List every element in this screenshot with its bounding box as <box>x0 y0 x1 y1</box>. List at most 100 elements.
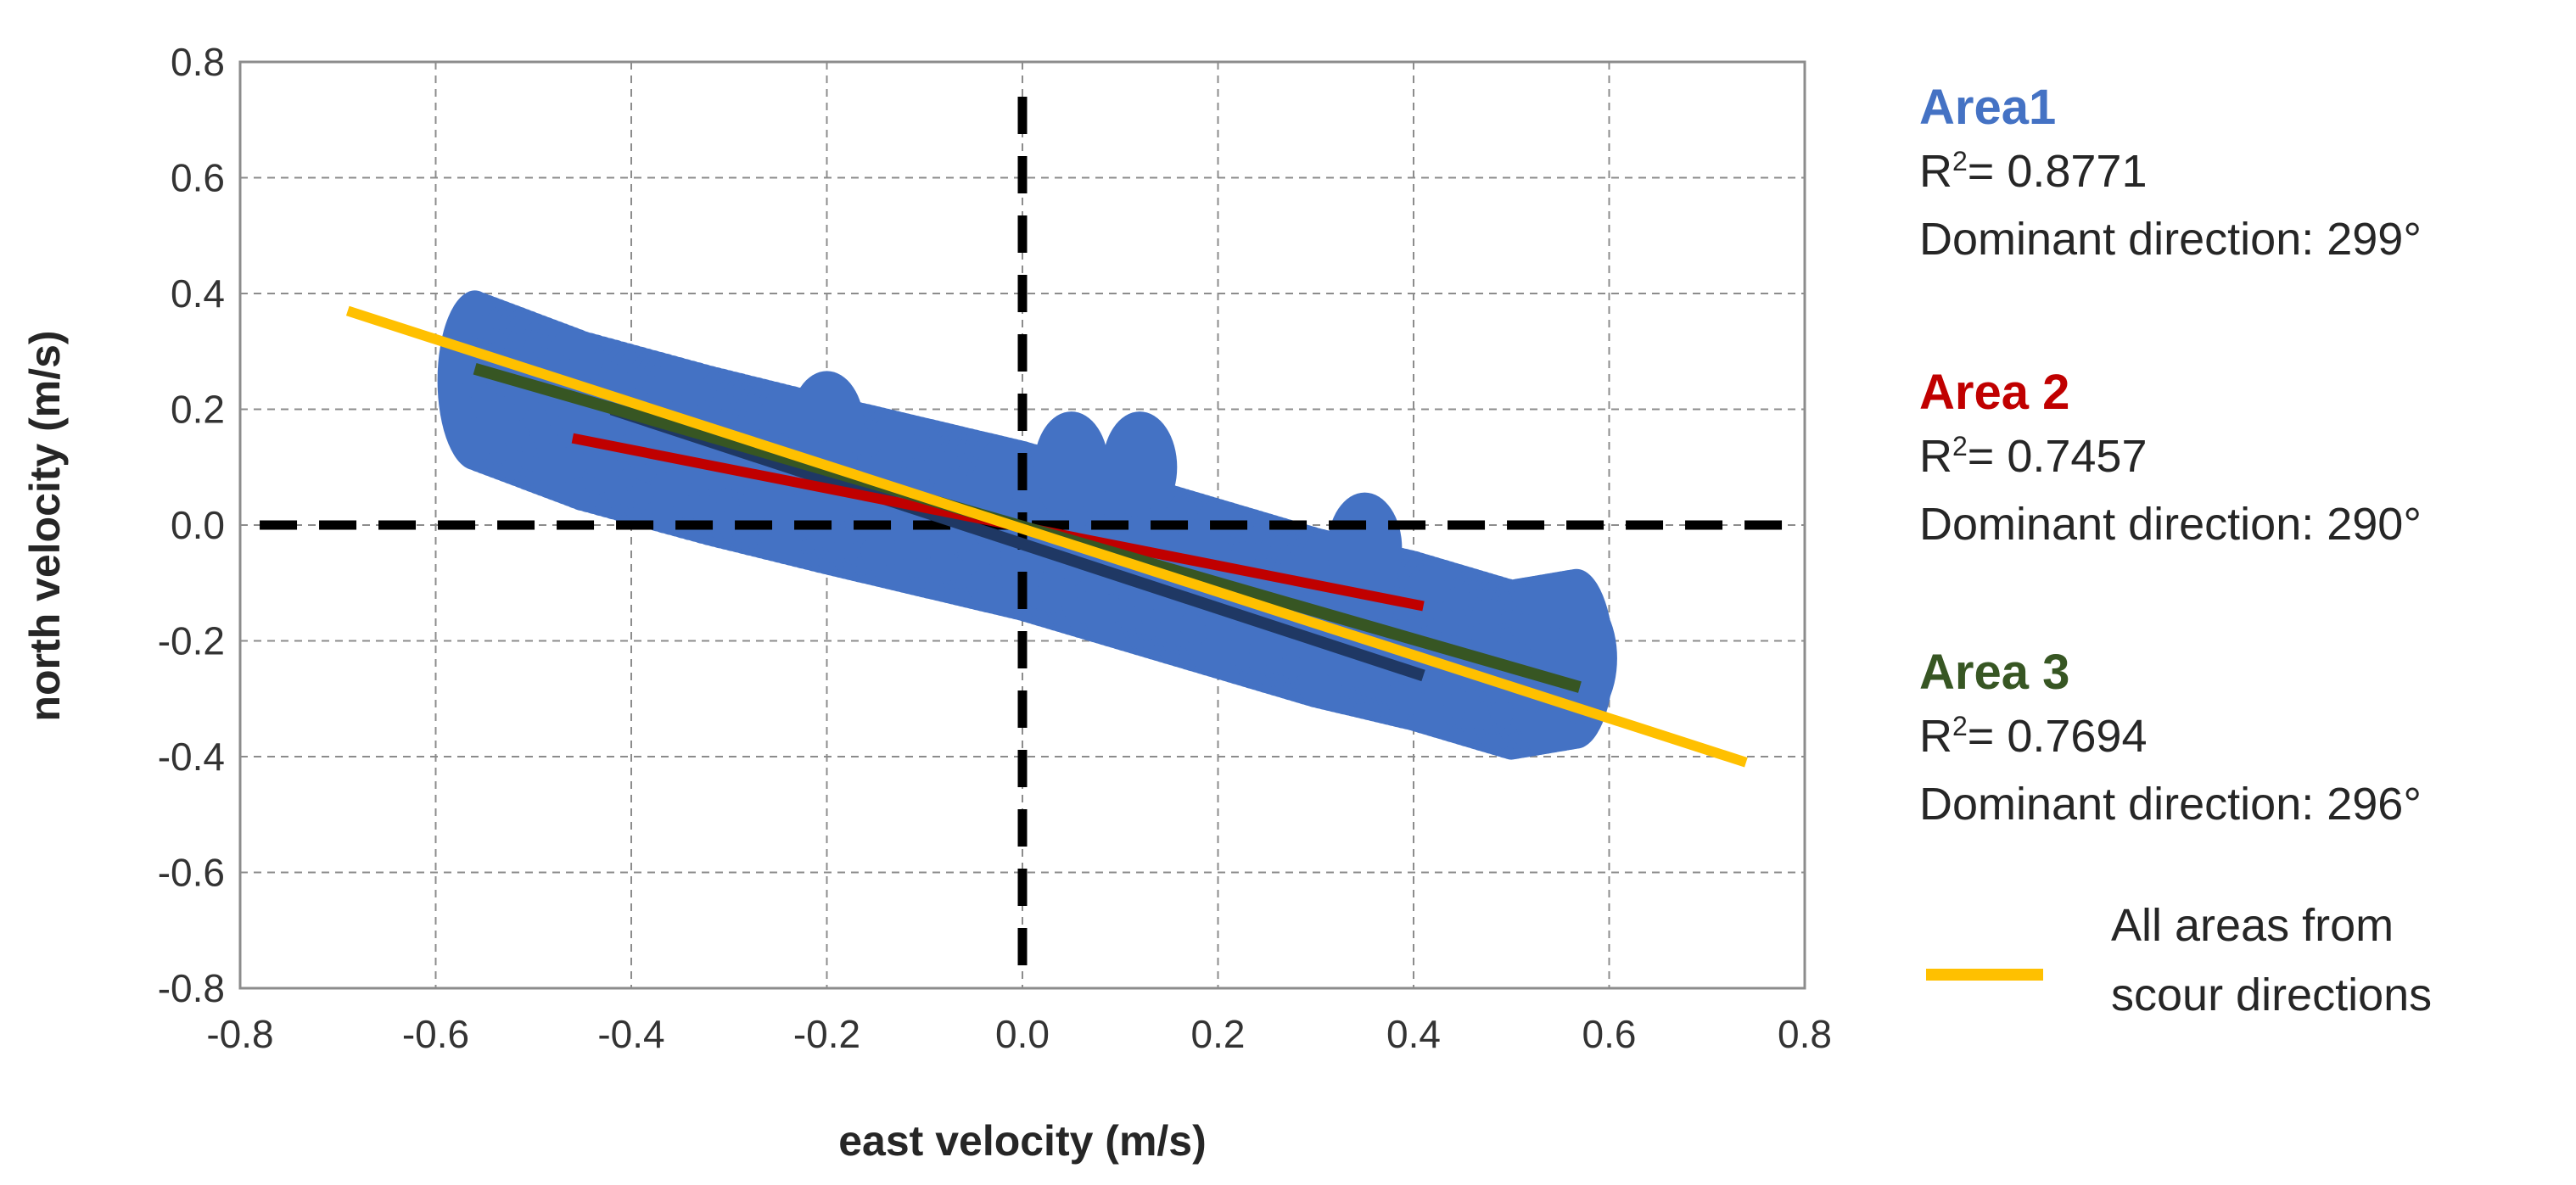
r2-prefix: R <box>1919 146 1952 197</box>
x-tick-label: 0.0 <box>995 1012 1050 1056</box>
data-point <box>1360 596 1385 621</box>
data-point <box>1413 576 1437 601</box>
data-point <box>1102 598 1127 623</box>
data-point <box>677 495 702 520</box>
r2-value: = 0.8771 <box>1967 146 2148 197</box>
data-point <box>1434 609 1459 634</box>
legend-area1: Area1 R2= 0.8771 Dominant direction: 299… <box>1919 78 2422 273</box>
x-tick-label: 0.4 <box>1386 1012 1441 1056</box>
y-tick-labels: 0.8 0.6 0.4 0.2 0.0 -0.2 -0.4 -0.6 -0.8 <box>158 40 225 1010</box>
legend-area2-r2: R2= 0.7457 <box>1919 422 2422 490</box>
legend-area1-title: Area1 <box>1919 80 2057 135</box>
legend-area3: Area 3 R2= 0.7694 Dominant direction: 29… <box>1919 643 2422 838</box>
data-point <box>559 445 584 470</box>
data-point <box>1471 630 1496 655</box>
r2-value: = 0.7457 <box>1967 431 2148 482</box>
data-point <box>938 531 963 556</box>
data-point <box>462 374 487 399</box>
x-tick-label: 0.6 <box>1582 1012 1637 1056</box>
x-tick-label: 0.8 <box>1778 1012 1832 1056</box>
data-point <box>856 433 881 458</box>
data-point <box>1065 505 1089 529</box>
x-tick-label: -0.6 <box>402 1012 469 1056</box>
legend-area2: Area 2 R2= 0.7457 Dominant direction: 29… <box>1919 363 2422 558</box>
data-point <box>1080 569 1105 594</box>
data-point <box>782 494 807 518</box>
data-point <box>996 563 1021 588</box>
data-point <box>573 410 597 434</box>
data-point <box>630 481 654 506</box>
legend-area1-r2: R2= 0.8771 <box>1919 137 2422 205</box>
y-tick-label: 0.0 <box>171 503 225 547</box>
r2-superscript: 2 <box>1952 431 1968 461</box>
legend-area3-r2: R2= 0.7694 <box>1919 702 2422 770</box>
r2-superscript: 2 <box>1952 146 1968 176</box>
data-point <box>681 383 706 407</box>
data-point <box>1107 490 1132 515</box>
data-point <box>773 410 798 434</box>
x-tick-label: -0.2 <box>793 1012 860 1056</box>
legend-area1-direction: Dominant direction: 299° <box>1919 214 2422 265</box>
data-point <box>1033 411 1109 523</box>
y-tick-label: 0.6 <box>171 156 225 200</box>
data-point <box>933 467 958 491</box>
series-line-all-areas-from-scour-directions <box>345 305 1748 768</box>
data-point <box>983 489 1007 513</box>
data-point <box>1496 634 1520 659</box>
data-point <box>1204 538 1229 562</box>
legend-area3-title: Area 3 <box>1919 645 2070 700</box>
r2-prefix: R <box>1919 431 1952 482</box>
r2-value: = 0.7694 <box>1967 711 2148 762</box>
y-tick-label: 0.8 <box>171 40 225 84</box>
data-point <box>1231 541 1256 566</box>
x-axis-title: east velocity (m/s) <box>838 1117 1207 1165</box>
x-tick-labels: -0.8 -0.6 -0.4 -0.2 0.0 0.2 0.4 0.6 0.8 <box>206 1012 1832 1056</box>
legend-area2-direction: Dominant direction: 290° <box>1919 499 2422 550</box>
data-point <box>818 490 843 515</box>
data-point <box>1425 683 1450 707</box>
y-tick-label: 0.2 <box>171 388 225 432</box>
data-point <box>1530 710 1554 735</box>
data-point <box>838 420 863 444</box>
legend-all-areas-line2: scour directions <box>2111 970 2433 1020</box>
data-point <box>703 467 728 492</box>
y-tick-label: 0.4 <box>171 271 225 316</box>
legend-all-areas-swatch <box>1926 969 2043 981</box>
data-point <box>1022 551 1046 575</box>
y-tick-label: -0.4 <box>158 735 225 779</box>
data-point <box>1538 638 1563 662</box>
series-line-area1 <box>609 403 1425 682</box>
data-point <box>1089 490 1114 515</box>
data-point <box>866 524 891 549</box>
data-point <box>529 422 554 446</box>
data-point <box>611 373 636 398</box>
data-point <box>1513 613 1537 638</box>
legend-area2-title: Area 2 <box>1919 365 2070 420</box>
plot-border <box>238 60 1806 990</box>
data-point <box>876 542 901 567</box>
data-point <box>1179 612 1203 637</box>
plot-frame <box>238 60 1806 990</box>
data-point <box>1368 573 1392 597</box>
legend-all-areas: All areas from scour directions <box>1919 891 2564 1026</box>
data-point <box>1279 654 1303 679</box>
data-point <box>1148 528 1173 552</box>
r2-superscript: 2 <box>1952 711 1968 741</box>
x-tick-label: -0.8 <box>206 1012 273 1056</box>
legend-all-areas-line1: All areas from <box>2111 900 2394 951</box>
data-point <box>1123 515 1147 539</box>
x-tick-label: -0.4 <box>597 1012 664 1056</box>
data-point <box>467 315 491 339</box>
data-point <box>894 436 919 461</box>
data-point <box>1489 701 1514 725</box>
scatter-chart: -0.8 -0.6 -0.4 -0.2 0.0 0.2 0.4 0.6 0.8 0.8 0.6 0.… <box>21 40 1832 1165</box>
data-point <box>1543 605 1568 629</box>
data-point <box>758 496 782 521</box>
y-tick-label: -0.6 <box>158 851 225 895</box>
y-axis-title: north velocity (m/s) <box>21 330 69 721</box>
data-point <box>972 541 997 566</box>
data-point <box>1476 599 1500 623</box>
data-point <box>1444 587 1469 612</box>
r2-prefix: R <box>1919 711 1952 762</box>
y-tick-label: -0.8 <box>158 966 225 1010</box>
